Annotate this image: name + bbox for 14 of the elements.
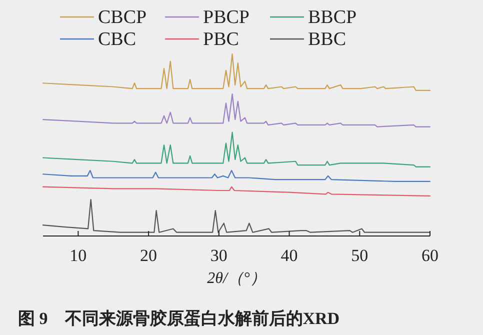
- legend-label: BBCP: [308, 7, 357, 28]
- x-tick-label: 30: [210, 246, 228, 265]
- x-axis-title: 2θ/（°）: [207, 270, 266, 287]
- x-tick-label: 40: [280, 246, 298, 265]
- x-tick-label: 50: [351, 246, 368, 265]
- legend-label: CBC: [98, 29, 136, 50]
- x-tick-label: 20: [140, 246, 158, 265]
- x-tick-label: 60: [422, 246, 438, 265]
- legend-label: CBCP: [98, 7, 147, 28]
- text: 图 9 不同来源骨胶原蛋白水解前后的XRD: [18, 309, 340, 328]
- legend-label: PBC: [203, 29, 239, 50]
- x-tick-label: 10: [70, 246, 87, 265]
- legend-label: PBCP: [203, 7, 250, 28]
- legend-label: BBC: [308, 29, 346, 50]
